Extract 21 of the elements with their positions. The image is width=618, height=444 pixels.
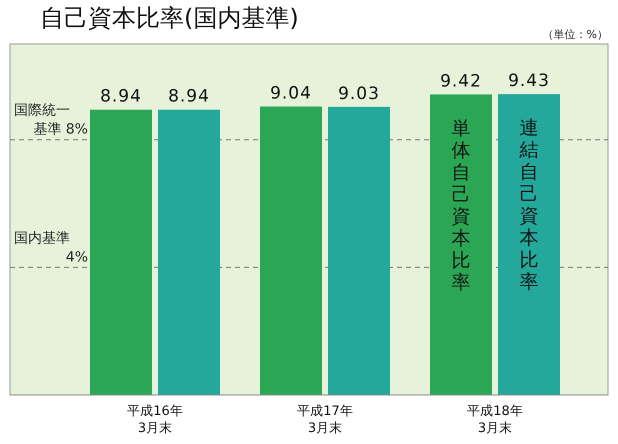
x-tick-label: 平成17年 3月末 [297, 404, 353, 436]
series-label: 単体自己資本比率 [452, 117, 470, 294]
bar [158, 110, 220, 395]
bar [260, 106, 322, 395]
bar [328, 106, 390, 395]
ref-line-label: 国際統一基準 8% [14, 102, 88, 138]
data-label: 8.94 [100, 86, 142, 107]
data-label: 9.42 [440, 71, 482, 92]
text: （単位：%） [542, 28, 608, 41]
chart-title: 自己資本比率(国内基準) [40, 4, 299, 32]
data-label: 9.43 [508, 71, 550, 92]
bar [90, 110, 152, 395]
x-tick-label: 平成16年 3月末 [127, 404, 183, 436]
bar [430, 94, 492, 395]
data-label: 9.03 [338, 84, 380, 104]
bar [498, 94, 560, 395]
data-label: 8.94 [168, 86, 210, 107]
series-label: 連結自己資本比率 [518, 117, 538, 294]
x-tick-label: 平成18年 3月末 [467, 404, 523, 436]
ref-line-label: 国内基準4% [14, 230, 88, 266]
data-label: 9.04 [270, 84, 312, 104]
